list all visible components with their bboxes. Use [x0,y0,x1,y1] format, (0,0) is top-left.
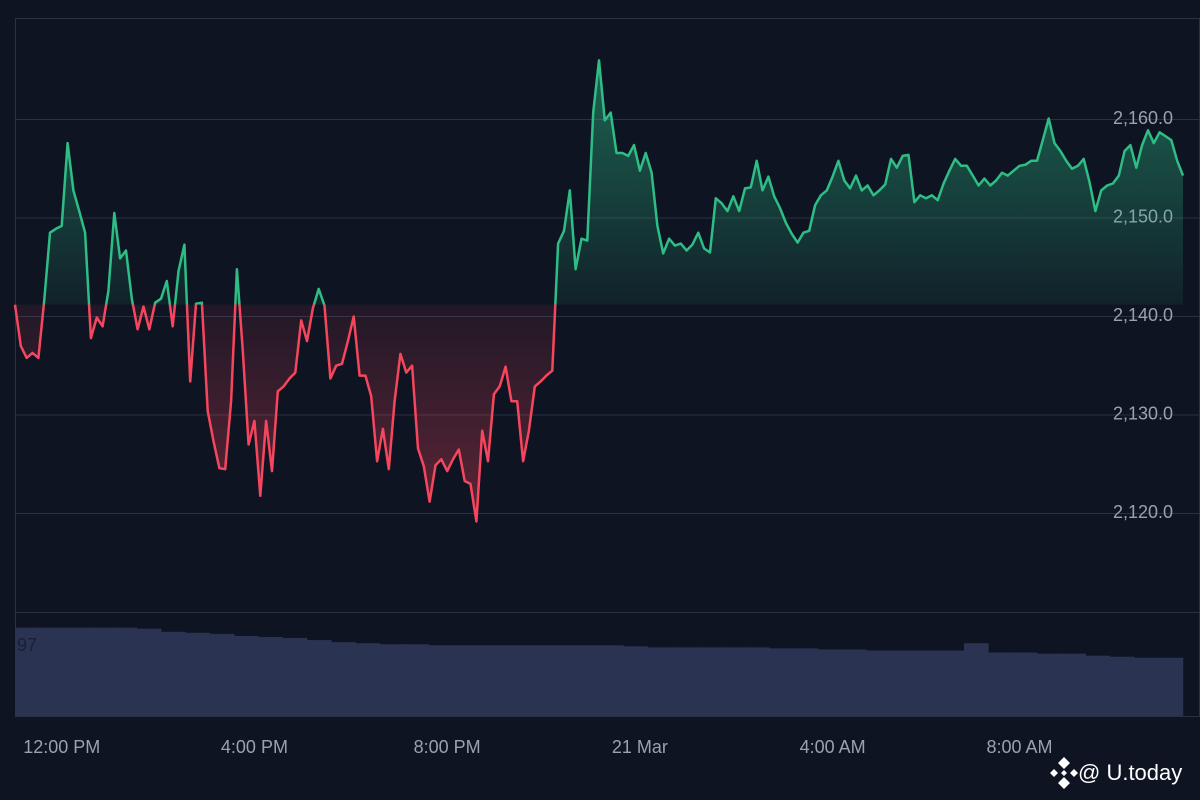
x-tick-label: 4:00 AM [800,737,866,757]
x-tick-label: 8:00 PM [414,737,481,757]
volume-bar [1012,652,1038,716]
volume-bar [988,652,1013,716]
volume-bar [185,632,210,716]
volume-bar [39,627,64,716]
volume-bar [1037,653,1062,716]
y-tick-label: 2,160.0 [1113,108,1173,128]
volume-bar [136,628,162,716]
volume-bar [355,643,381,716]
volume-bar [380,644,405,716]
volume-bar [720,647,746,716]
volume-bar [939,650,965,716]
volume-bar [623,646,648,716]
volume-bar [647,647,673,716]
y-tick-label: 2,140.0 [1113,305,1173,325]
y-tick-label: 2,130.0 [1113,404,1173,424]
price-line [13,59,1185,523]
watermark-icon [1050,757,1078,789]
area [15,60,1183,522]
volume-bar [1134,657,1159,716]
x-tick-label: 12:00 PM [23,737,100,757]
x-tick-label: 8:00 AM [986,737,1052,757]
volume-bar [842,649,867,716]
volume-bar [550,645,575,716]
volume-bar [1085,655,1111,716]
volume-bar [428,645,454,716]
volume-bar [88,627,113,716]
volume-bar [63,627,89,716]
volume-bar [258,636,283,716]
volume-bar [696,647,721,716]
volume-bar [915,650,940,716]
volume-bar [964,643,989,716]
volume-bar [745,647,770,716]
volume-bar [599,645,624,716]
volume-bar [769,648,794,716]
volume-bar [209,633,235,716]
x-tick-label: 4:00 PM [221,737,288,757]
volume-bar [453,645,478,716]
volume-label: 97 [17,635,37,655]
volume-bar [793,648,819,716]
volume-bar [526,645,551,716]
volume-bar [866,650,892,716]
volume-bar [112,627,137,716]
volume-bar [331,642,356,716]
volume-bar [891,650,916,716]
volume-bar [574,645,600,716]
volume-bar [477,645,502,716]
y-tick-label: 2,120.0 [1113,502,1173,522]
volume-bar [404,644,429,716]
volume-bar [1061,653,1086,716]
volume-bar [307,640,332,716]
volume-bar [818,649,843,716]
x-tick-label: 21 Mar [612,737,668,757]
volume-bar [282,638,308,716]
volume-bar [234,635,259,716]
volume-bar [161,631,186,716]
watermark: @ U.today [1050,757,1182,789]
volume-bar [1158,657,1184,716]
volume-bar [1110,656,1135,716]
volume-bar [501,645,527,716]
volume-bar [672,647,697,716]
volume-bar [15,627,40,716]
watermark-text: @ U.today [1078,760,1182,785]
